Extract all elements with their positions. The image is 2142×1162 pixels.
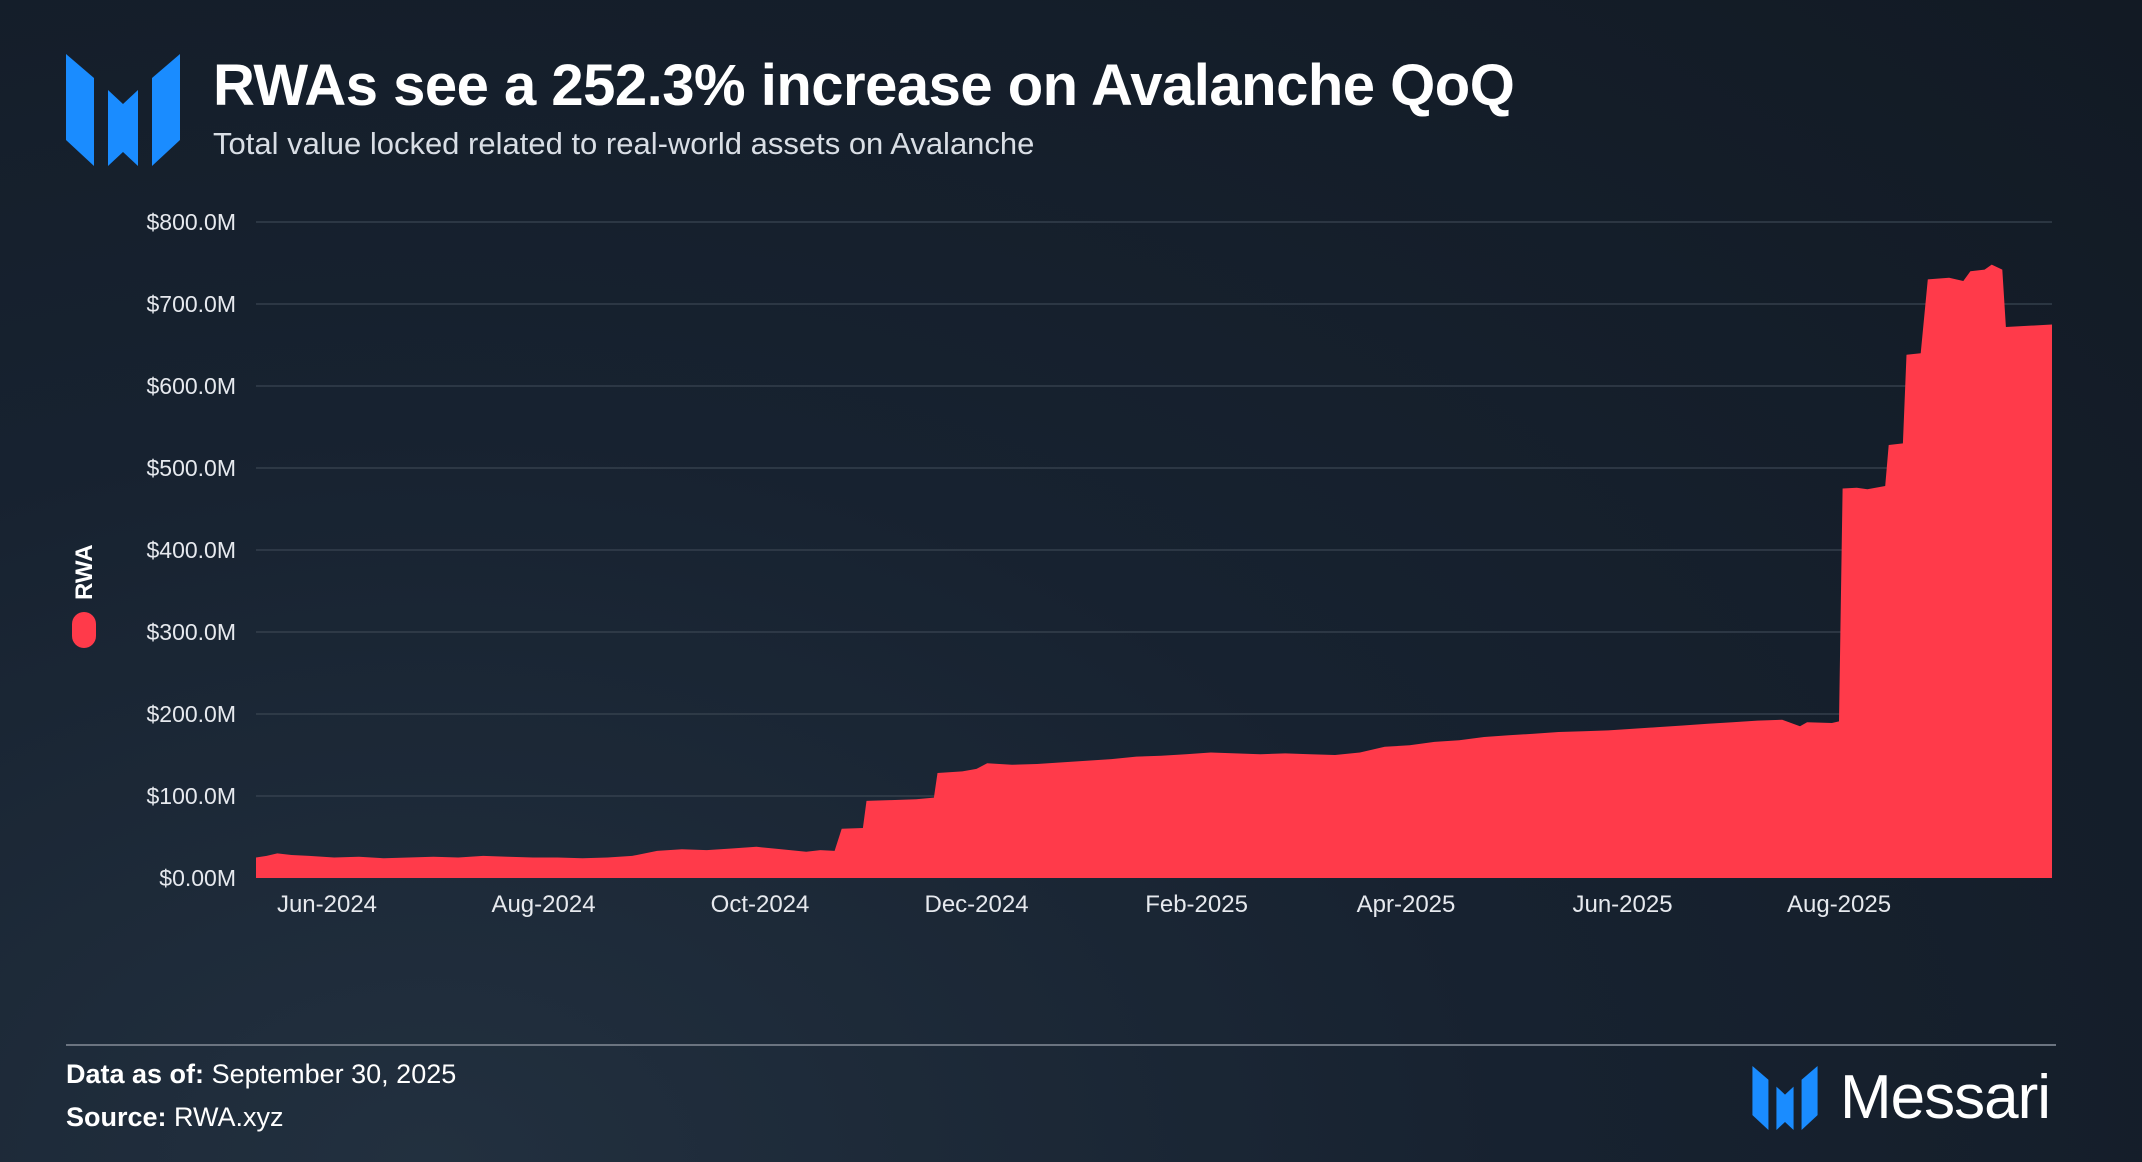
chart-subtitle: Total value locked related to real-world… — [213, 126, 1035, 161]
x-tick-label: Dec-2024 — [924, 891, 1028, 918]
asof-label: Data as of: — [66, 1059, 205, 1089]
y-tick-label: $300.0M — [146, 619, 236, 645]
x-axis-ticks: Jun-2024 Aug-2024 Oct-2024 Dec-2024 Feb-2025… — [277, 891, 1891, 918]
x-tick-label: Feb-2025 — [1145, 891, 1248, 918]
footer-data-asof: Data as of: September 30, 2025 — [66, 1059, 456, 1090]
legend-label-rwa: RWA — [71, 544, 98, 600]
messari-logo-icon — [66, 54, 180, 166]
y-tick-label: $800.0M — [146, 209, 236, 235]
x-tick-label: Oct-2024 — [711, 891, 810, 918]
messari-brand-icon — [1752, 1065, 1818, 1130]
y-tick-label: $700.0M — [146, 291, 236, 317]
y-tick-label: $500.0M — [146, 455, 236, 481]
legend: RWA — [71, 544, 98, 648]
gridlines — [256, 221, 2052, 797]
y-tick-label: $0.00M — [159, 865, 236, 891]
x-tick-label: Apr-2025 — [1357, 891, 1456, 918]
x-tick-label: Aug-2025 — [1787, 891, 1891, 918]
legend-swatch-rwa — [72, 612, 96, 648]
x-tick-label: Jun-2024 — [277, 891, 377, 918]
chart-title: RWAs see a 252.3% increase on Avalanche … — [213, 53, 1515, 118]
asof-value: September 30, 2025 — [211, 1059, 457, 1089]
chart-canvas: $0.00M $100.0M $200.0M $300.0M $400.0M $500.0… — [71, 209, 2052, 918]
y-tick-label: $100.0M — [146, 783, 236, 809]
area-rwa — [256, 264, 2052, 879]
y-tick-label: $200.0M — [146, 701, 236, 727]
brand-footer: Messari — [1752, 1062, 2051, 1133]
y-tick-label: $600.0M — [146, 373, 236, 399]
footer-source: Source: RWA.xyz — [66, 1102, 284, 1133]
source-value: RWA.xyz — [174, 1102, 284, 1132]
brand-name: Messari — [1840, 1063, 2051, 1132]
y-tick-label: $400.0M — [146, 537, 236, 563]
x-tick-label: Aug-2024 — [491, 891, 595, 918]
series-area-rwa — [256, 264, 2052, 879]
footer-divider — [66, 1044, 2056, 1046]
y-axis-ticks: $0.00M $100.0M $200.0M $300.0M $400.0M $500.0… — [146, 209, 236, 891]
x-tick-label: Jun-2025 — [1572, 891, 1672, 918]
source-label: Source: — [66, 1102, 167, 1132]
